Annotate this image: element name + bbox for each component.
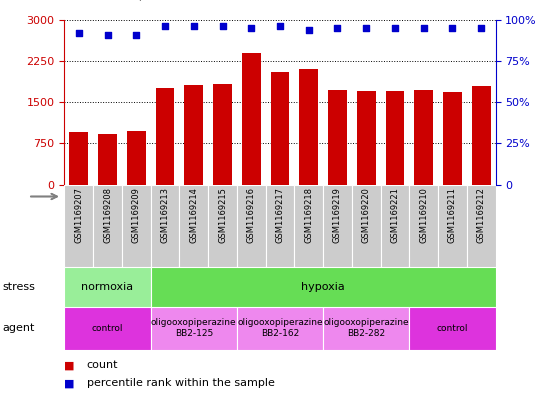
Text: ■: ■: [64, 378, 75, 388]
Text: GSM1169211: GSM1169211: [448, 187, 457, 243]
Bar: [414, 90, 433, 185]
Bar: [295, 185, 323, 267]
Point: [477, 25, 486, 31]
Text: GSM1169214: GSM1169214: [189, 187, 198, 243]
Bar: [151, 307, 237, 350]
Bar: [98, 134, 117, 185]
Bar: [438, 185, 467, 267]
Bar: [237, 307, 323, 350]
Point: [448, 25, 457, 31]
Bar: [357, 91, 376, 185]
Bar: [381, 185, 409, 267]
Bar: [242, 53, 260, 185]
Bar: [472, 86, 491, 185]
Point: [218, 23, 227, 29]
Point: [247, 25, 256, 31]
Text: hypoxia: hypoxia: [301, 282, 345, 292]
Text: count: count: [87, 360, 118, 371]
Point: [362, 25, 371, 31]
Text: GSM1169213: GSM1169213: [161, 187, 170, 243]
Bar: [64, 185, 93, 267]
Text: percentile rank within the sample: percentile rank within the sample: [87, 378, 274, 388]
Bar: [208, 185, 237, 267]
Point: [189, 23, 198, 29]
Bar: [300, 69, 318, 185]
Text: normoxia: normoxia: [81, 282, 134, 292]
Text: GSM1169221: GSM1169221: [390, 187, 399, 243]
Bar: [93, 185, 122, 267]
Text: oligooxopiperazine
BB2-162: oligooxopiperazine BB2-162: [237, 318, 323, 338]
Bar: [237, 185, 265, 267]
Bar: [265, 185, 295, 267]
Bar: [69, 132, 88, 185]
Text: control: control: [437, 324, 468, 332]
Text: oligooxopiperazine
BB2-282: oligooxopiperazine BB2-282: [324, 318, 409, 338]
Point: [161, 23, 170, 29]
Point: [419, 25, 428, 31]
Text: oligooxopiperazine
BB2-125: oligooxopiperazine BB2-125: [151, 318, 236, 338]
Point: [304, 26, 313, 33]
Bar: [323, 185, 352, 267]
Bar: [328, 90, 347, 185]
Text: agent: agent: [3, 323, 35, 333]
Text: GDS5067 / 8124901: GDS5067 / 8124901: [70, 0, 211, 2]
Text: GSM1169219: GSM1169219: [333, 187, 342, 243]
Text: GSM1169209: GSM1169209: [132, 187, 141, 243]
Text: control: control: [92, 324, 123, 332]
Bar: [122, 185, 151, 267]
Bar: [213, 84, 232, 185]
Bar: [64, 267, 151, 307]
Point: [333, 25, 342, 31]
Bar: [409, 307, 496, 350]
Bar: [151, 185, 179, 267]
Point: [74, 30, 83, 36]
Bar: [386, 91, 404, 185]
Bar: [179, 185, 208, 267]
Text: GSM1169216: GSM1169216: [247, 187, 256, 243]
Bar: [352, 185, 381, 267]
Bar: [127, 131, 146, 185]
Text: GSM1169218: GSM1169218: [304, 187, 313, 243]
Point: [103, 31, 112, 38]
Text: GSM1169207: GSM1169207: [74, 187, 83, 243]
Text: GSM1169208: GSM1169208: [103, 187, 112, 243]
Bar: [184, 84, 203, 185]
Point: [390, 25, 399, 31]
Bar: [443, 92, 462, 185]
Text: ■: ■: [64, 360, 75, 371]
Text: GSM1169212: GSM1169212: [477, 187, 486, 243]
Text: GSM1169217: GSM1169217: [276, 187, 284, 243]
Text: stress: stress: [3, 282, 36, 292]
Bar: [270, 72, 290, 185]
Bar: [409, 185, 438, 267]
Text: GSM1169210: GSM1169210: [419, 187, 428, 243]
Bar: [467, 185, 496, 267]
Bar: [151, 267, 496, 307]
Point: [132, 31, 141, 38]
Text: GSM1169215: GSM1169215: [218, 187, 227, 243]
Bar: [156, 88, 174, 185]
Bar: [64, 307, 151, 350]
Point: [276, 23, 284, 29]
Text: GSM1169220: GSM1169220: [362, 187, 371, 243]
Bar: [323, 307, 409, 350]
